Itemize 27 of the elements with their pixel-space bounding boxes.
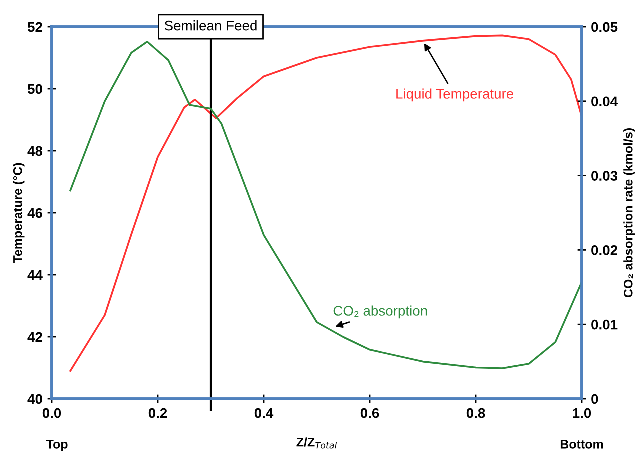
y2-tick-label: 0.04 xyxy=(592,96,618,107)
y-tick-label: 46 xyxy=(28,208,42,218)
y-tick-label: 48 xyxy=(28,146,43,156)
y2-tick-label: 0.05 xyxy=(592,22,618,32)
x-tick-label: 0.2 xyxy=(148,408,168,418)
ref-line-label: Semilean Feed xyxy=(164,20,257,31)
x-axis-title: Z/Z$_{Total}$ xyxy=(296,438,338,449)
y-tick-label: 52 xyxy=(28,22,42,32)
x-tick-label: 0.6 xyxy=(360,408,380,418)
y2-tick-label: 0 xyxy=(592,394,598,404)
annotation: CO₂ absorption xyxy=(334,306,428,319)
y-tick-label: 40 xyxy=(28,394,42,404)
x-tick-label: 1.0 xyxy=(573,408,592,418)
y-tick-label: 42 xyxy=(28,332,42,342)
y-tick-label: 50 xyxy=(28,84,42,94)
y-tick-label: 44 xyxy=(28,270,43,280)
y2-tick-label: 0.01 xyxy=(592,320,618,330)
y-axis-title: Temperature (°C) xyxy=(13,163,25,264)
y2-tick-label: 0.03 xyxy=(592,171,618,181)
y2-tick-label: 0.02 xyxy=(592,246,618,256)
text: Bottom xyxy=(560,440,604,449)
annotation: Liquid Temperature xyxy=(396,88,514,102)
x-tick-label: 0.0 xyxy=(42,408,62,418)
x-tick-label: 0.4 xyxy=(254,408,274,418)
y2-axis-title: CO₂ absorption rate (kmol/s) xyxy=(624,128,636,298)
text: Top xyxy=(46,440,68,452)
x-tick-label: 0.8 xyxy=(466,408,486,418)
